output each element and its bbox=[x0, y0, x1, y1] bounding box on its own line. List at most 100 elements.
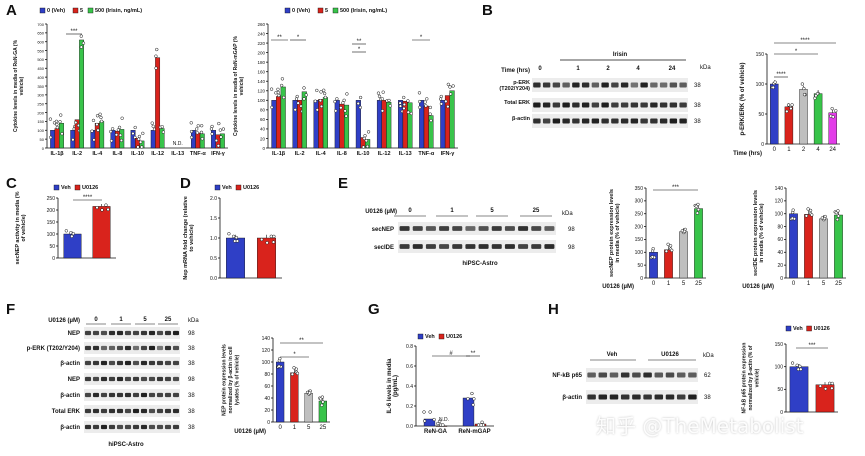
panel-a-left-bar bbox=[79, 39, 85, 149]
panel-f-chart-x-tick-label: 25 bbox=[320, 425, 327, 431]
panel-a-left-data-point bbox=[118, 133, 123, 137]
panel-a-left-data-point bbox=[189, 121, 193, 125]
panel-e-blot-0-band bbox=[518, 226, 529, 231]
panel-a-right-y-tick-label: 140 bbox=[257, 79, 265, 84]
panel-a-left-data-point bbox=[96, 128, 100, 132]
panel-a-right-data-point bbox=[269, 87, 274, 91]
panel-e-chart1-y-tick-label: 0 bbox=[640, 276, 643, 282]
panel-e-chart1-data-point bbox=[695, 211, 700, 215]
panel-h-blot-1-band bbox=[620, 394, 630, 400]
panel-e-chart2-data-point bbox=[804, 214, 809, 218]
panel-h-treatment-label: Veh bbox=[607, 352, 618, 358]
panel-e-chart1-data-point bbox=[651, 247, 655, 251]
panel-a-right-y-tick-label: 40 bbox=[260, 127, 266, 132]
panel-label-a: A bbox=[6, 2, 17, 19]
panel-f-blot-4-band bbox=[140, 392, 148, 398]
panel-f-treatment-label: U0126 (µM) bbox=[48, 318, 80, 324]
panel-h-blot-0-band bbox=[587, 372, 596, 378]
panel-f-blot-0-band bbox=[92, 330, 100, 336]
panel-a-legend-swatch bbox=[87, 7, 94, 14]
panel-e-chart2-y-tick-label: 120 bbox=[775, 199, 784, 205]
panel-g-chart-sig-label: # bbox=[449, 351, 453, 357]
panel-b-blot-0-band bbox=[562, 82, 570, 88]
panel-b-blot-2-band bbox=[542, 118, 551, 124]
panel-a-right-bar bbox=[386, 102, 392, 149]
panel-b-chart-x-tick-label: 24 bbox=[829, 147, 836, 153]
panel-b-chart-data-point bbox=[771, 85, 775, 90]
panel-a-right-data-point bbox=[322, 88, 326, 92]
panel-f-chart-y-label-line: normalized by β-actin in cell bbox=[228, 346, 234, 414]
panel-a-right-data-point bbox=[322, 91, 327, 96]
panel-f-blot-4-band bbox=[116, 392, 124, 398]
panel-f-blot-5-band bbox=[164, 408, 172, 414]
panel-h-blot-0-band bbox=[688, 372, 697, 378]
panel-e-chart2-data-point bbox=[808, 208, 813, 213]
panel-b-chart-bar bbox=[770, 83, 779, 145]
panel-g-chart-data-point bbox=[466, 397, 470, 401]
panel-a-left-data-point bbox=[74, 120, 78, 125]
panel-b-blot-2-band bbox=[533, 118, 541, 124]
panel-a-left-data-point bbox=[71, 138, 75, 142]
panel-b-chart-data-point bbox=[834, 109, 838, 113]
panel-a-left-data-point bbox=[109, 129, 113, 134]
panel-f-blot-6-band bbox=[124, 424, 132, 430]
panel-f-blot-2-band bbox=[132, 360, 140, 366]
panel-b-blot-0-band bbox=[533, 82, 541, 88]
panel-e-chart1-data-point bbox=[696, 202, 700, 207]
panel-e-dose-tick: 1 bbox=[450, 208, 454, 214]
panel-b-blot-2-band bbox=[620, 118, 629, 124]
panel-a-right-data-point bbox=[418, 99, 422, 104]
panel-h-blot-0-band bbox=[620, 372, 630, 378]
panel-g-chart-x-tick-label: ReN-mGAP bbox=[458, 429, 490, 435]
panel-a-right-bar bbox=[355, 100, 361, 149]
panel-b-blot-0-band bbox=[620, 82, 629, 88]
panel-b-blot-2-band bbox=[591, 118, 600, 124]
panel-e-chart2-x-tick-label: 0 bbox=[792, 281, 796, 287]
panel-a-left-y-tick-label: 250 bbox=[37, 102, 44, 107]
panel-a-right-bar bbox=[301, 91, 307, 149]
panel-f-blot-4-band bbox=[92, 392, 100, 398]
panel-f-chart-data-point bbox=[321, 400, 325, 404]
panel-f-blot-0-band bbox=[156, 330, 164, 336]
panel-b-blot-2-band bbox=[640, 118, 648, 124]
panel-b-blot-0-band bbox=[679, 82, 687, 88]
panel-g-chart-y-tick-label: 0.2 bbox=[406, 404, 413, 410]
panel-h-chart-y-tick-label: 150 bbox=[775, 342, 784, 348]
panel-a-left-data-point bbox=[195, 131, 199, 135]
panel-d-chart-y-tick-label: 1.5 bbox=[210, 216, 217, 222]
panel-f-blot-0-band bbox=[148, 330, 156, 336]
panel-a-right-data-point bbox=[344, 114, 348, 118]
panel-a-left-data-point bbox=[189, 135, 194, 139]
panel-b-blot-1-band bbox=[679, 102, 687, 108]
panel-a-left-data-point bbox=[161, 130, 166, 134]
panel-a-right-y-tick-label: 60 bbox=[260, 117, 266, 122]
panel-e-blot-0-band bbox=[452, 226, 463, 231]
panel-d-chart-data-point bbox=[227, 232, 231, 236]
panel-a-left-data-point bbox=[110, 127, 115, 131]
panel-a-left-data-point bbox=[114, 133, 119, 137]
panel-a-left-data-point bbox=[200, 124, 204, 128]
panel-h-blot-1-band bbox=[643, 394, 652, 400]
panel-e-blot-0-membrane bbox=[398, 222, 556, 235]
panel-a-right-legend-swatch bbox=[284, 7, 291, 14]
panel-g-chart-data-point bbox=[480, 420, 484, 424]
panel-f-blot-label: β-actin bbox=[60, 361, 80, 367]
panel-a-left-data-point bbox=[214, 138, 219, 143]
panel-a-left-x-tick-label: IL-1β bbox=[50, 151, 64, 157]
panel-g-chart-data-point bbox=[437, 419, 442, 423]
panel-e-kda-value: 98 bbox=[568, 227, 575, 233]
panel-a-left-x-tick-label: IL-13 bbox=[171, 151, 184, 157]
panel-g-chart-y-label-line: IL-6 levels in media bbox=[387, 358, 393, 414]
panel-f-blot-2-band bbox=[172, 360, 180, 366]
panel-b-chart-y-tick-label: 150 bbox=[756, 52, 765, 58]
panel-a-right-data-point bbox=[358, 95, 363, 100]
panel-b-chart-data-point bbox=[789, 106, 793, 111]
panel-f-dose-tick: 5 bbox=[143, 317, 147, 323]
panel-a-right-y-label-line: vehicle) bbox=[239, 76, 245, 95]
panel-a-left-y-tick-label: 100 bbox=[37, 128, 44, 133]
panel-f-blot-0-band bbox=[108, 330, 116, 336]
panel-f-blot-3-band bbox=[84, 376, 92, 382]
panel-a-right-bar bbox=[444, 95, 450, 149]
panel-b-kda-header: kDa bbox=[700, 65, 711, 71]
panel-h-blot-1-band bbox=[632, 394, 641, 400]
